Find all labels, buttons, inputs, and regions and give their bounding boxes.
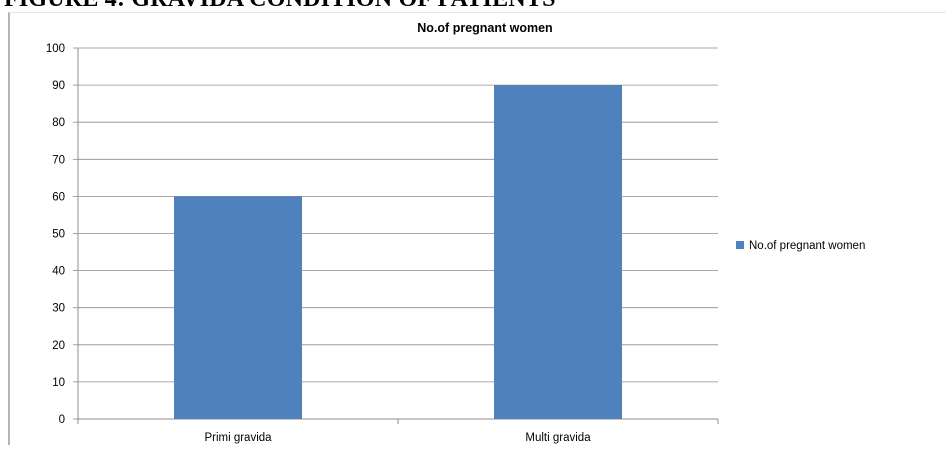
legend-label: No.of pregnant women xyxy=(749,240,865,252)
y-tick-label: 100 xyxy=(46,43,65,55)
y-tick-label: 10 xyxy=(52,377,65,389)
y-tick-label: 40 xyxy=(52,266,65,278)
y-tick-label: 70 xyxy=(52,154,65,166)
y-tick-label: 90 xyxy=(52,80,65,92)
y-tick-label: 30 xyxy=(52,303,65,315)
bar-primi-gravida xyxy=(174,196,302,419)
y-tick-label: 60 xyxy=(52,191,65,203)
x-category-label: Primi gravida xyxy=(204,432,272,444)
chart-frame xyxy=(8,12,946,445)
bars xyxy=(174,85,622,419)
legend-swatch xyxy=(736,241,744,249)
y-tick-label: 80 xyxy=(52,117,65,129)
chart-title: No.of pregnant women xyxy=(417,21,552,35)
bar-multi-gravida xyxy=(494,85,622,419)
y-axis: 0 10 20 30 40 50 60 70 80 90 100 xyxy=(46,43,79,426)
figure-heading: FIGURE 4: GRAVIDA CONDITION OF PATIENTS xyxy=(4,0,556,13)
legend: No.of pregnant women xyxy=(736,240,865,252)
x-category-label: Multi gravida xyxy=(525,432,591,444)
x-axis: Primi gravida Multi gravida xyxy=(77,418,719,444)
y-tick-label: 20 xyxy=(52,340,65,352)
y-tick-label: 0 xyxy=(59,414,65,426)
y-tick-label: 50 xyxy=(52,229,65,241)
